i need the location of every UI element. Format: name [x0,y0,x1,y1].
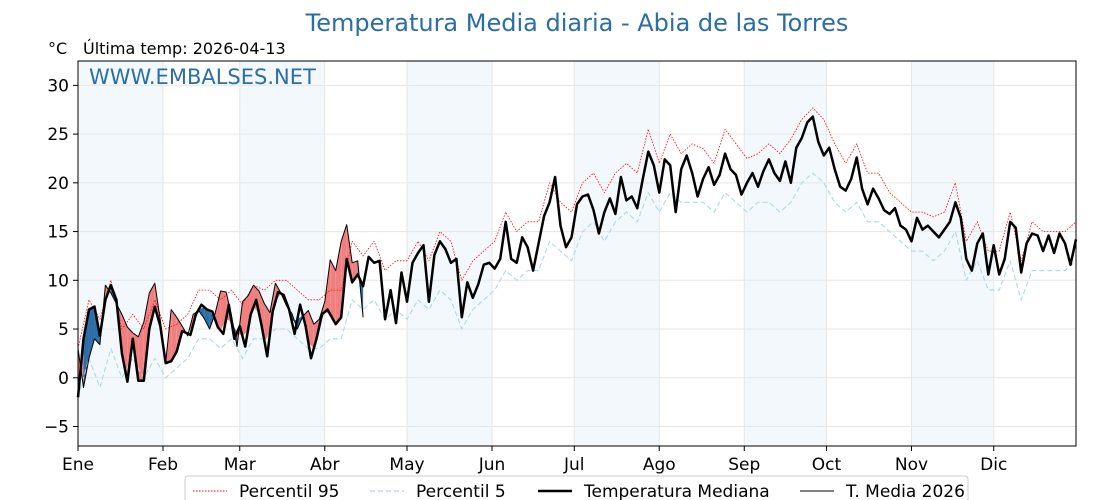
y-tick-label: 30 [47,76,69,96]
anomaly-fill-cold [204,307,210,330]
watermark: WWW.EMBALSES.NET [89,65,316,89]
x-tick-label: Abr [310,455,339,475]
x-tick-label: Nov [895,455,928,475]
anomaly-fill-warm [330,259,336,325]
x-tick-label: Jun [478,455,506,475]
month-band-Mar [239,61,325,446]
y-tick-label: 0 [58,369,69,389]
y-tick-label: 5 [58,320,69,340]
y-tick-label: 15 [47,223,69,243]
y-tick-label: −5 [44,418,69,438]
anomaly-fill-cold [83,309,89,388]
anomaly-fill-warm [171,309,177,362]
series-lines [76,107,1078,398]
anomaly-fill-cold [198,307,205,319]
anomaly-fill-warm [121,314,128,382]
anomaly-fill-cold [231,315,238,347]
anomaly-fill-warm [352,260,358,283]
month-band-Sep [744,61,827,446]
x-tick-label: May [389,455,424,475]
x-tick-label: Ene [62,455,94,475]
month-band-Nov [911,61,994,446]
anomaly-fill-warm [335,241,342,325]
legend: Percentil 95 Percentil 5 Temperatura Med… [184,475,969,500]
x-tick-label: Ago [643,455,676,475]
unit-label: °C [48,39,67,58]
anomaly-fill-warm [138,322,144,381]
anomaly-fill-warm [308,310,314,349]
anomaly-fill-warm [346,224,353,283]
y-tick-label: 20 [47,174,69,194]
month-band-Ene [78,61,163,446]
legend-p5-label: Percentil 5 [416,482,506,500]
series-line-t-media-2026 [77,224,364,388]
x-tick-label: Sep [728,455,760,475]
legend-p95-label: Percentil 95 [239,482,339,500]
x-tick-label: Mar [224,455,256,475]
anomaly-fill-warm [264,303,270,342]
month-band-May [407,61,493,446]
series-line-temperatura-mediana [76,115,1078,398]
x-tick-label: Oct [812,455,842,475]
legend-median-label: Temperatura Mediana [583,482,770,500]
anomaly-fill-warm [242,295,248,337]
x-tick-label: Dic [980,455,1007,475]
legend-box [184,475,969,500]
x-tick-label: Jul [563,455,585,475]
y-axis: −5 0 5 10 15 20 25 30 [44,76,78,438]
legend-2026-label: T. Media 2026 [845,482,965,500]
month-band-Jul [574,61,660,446]
x-tick-label: Feb [148,455,178,475]
chart-title: Temperatura Media diaria - Abia de las T… [305,9,849,37]
series-line-percentil-5 [77,172,1077,398]
last-temp-subtitle: Última temp: 2026-04-13 [83,39,286,58]
plot-frame [77,60,1077,447]
y-tick-label: 25 [47,125,69,145]
y-tick-label: 10 [47,271,69,291]
x-axis: Ene Feb Mar Abr May Jun Jul Ago Sep Oct Nov Dic [62,446,1007,475]
month-bands [78,61,994,446]
anomaly-fill-cold [88,306,95,359]
anomaly-fill-warm [149,283,155,330]
